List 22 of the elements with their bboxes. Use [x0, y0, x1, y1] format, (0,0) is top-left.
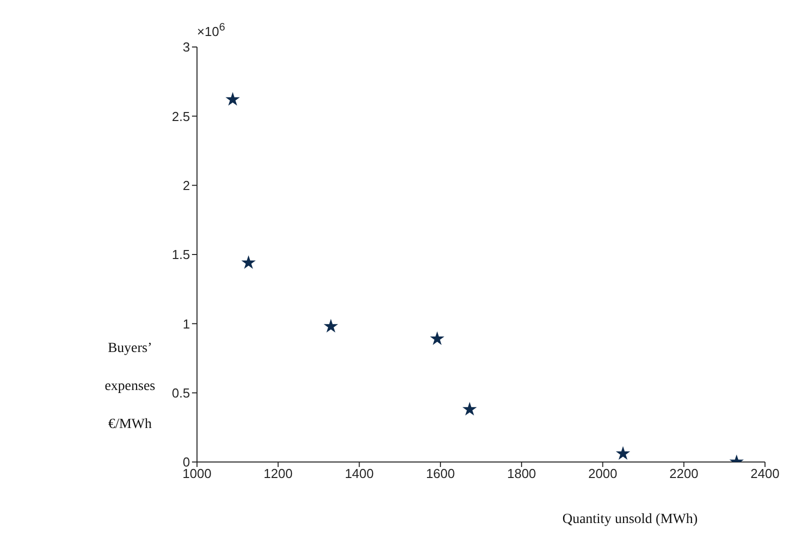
- y-tick-label: 2: [182, 178, 190, 193]
- y-tick-label: 1.5: [172, 247, 190, 262]
- point: [241, 255, 256, 269]
- x-tick-label: 2000: [588, 466, 618, 482]
- x-tick-label: 1800: [507, 466, 536, 482]
- y-tick-label: 2.5: [172, 108, 190, 124]
- x-tick-label: 2400: [750, 466, 780, 482]
- x-tick-label: 1600: [426, 466, 455, 482]
- x-tick-label: 2200: [669, 466, 698, 482]
- text: ×10$^{6}$: [197, 22, 226, 40]
- point: [226, 92, 240, 106]
- text: Buyers’ expenses €/MWh: [104, 341, 156, 432]
- point: [324, 318, 338, 333]
- x-axis-title: Quantity unsold (MWh): [562, 512, 698, 527]
- point: [430, 331, 444, 345]
- x-tick-label: 1200: [264, 466, 293, 482]
- y-tick-label: 3: [182, 40, 190, 55]
- point: [616, 446, 630, 460]
- y-tick-label: 1: [182, 316, 190, 332]
- x-tick-label: 1400: [344, 466, 374, 482]
- y-tick-label: 0.5: [172, 385, 190, 400]
- point: [462, 402, 477, 416]
